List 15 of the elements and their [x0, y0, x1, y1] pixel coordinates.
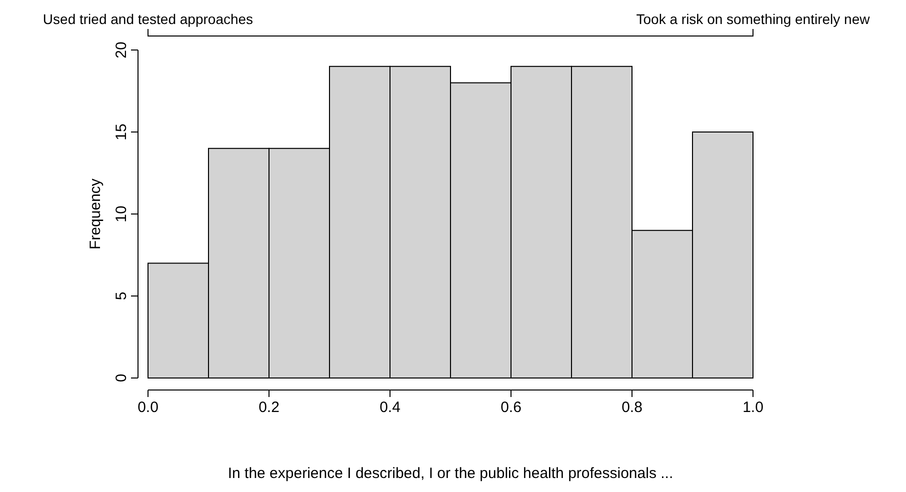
y-axis-title: Frequency: [87, 178, 104, 250]
x-tick-label: 0.6: [500, 399, 522, 416]
y-tick-label: 0: [113, 374, 130, 382]
x-tick-label: 0.0: [138, 399, 158, 416]
x-tick-label: 0.4: [380, 399, 400, 416]
x-axis-title: In the experience I described, I or the public health professionals ...: [228, 465, 674, 482]
x-tick-label: 0.2: [258, 399, 280, 416]
text: Took a risk on something entirely new: [636, 11, 871, 27]
y-tick-label: 10: [113, 206, 130, 222]
y-tick-label: 20: [113, 42, 130, 58]
x-tick-label: 1.0: [742, 399, 764, 416]
y-tick-label: 15: [113, 124, 130, 140]
text: Used tried and tested approaches: [42, 11, 254, 27]
y-tick-label: 5: [113, 292, 130, 300]
x-tick-label: 0.8: [622, 399, 642, 416]
